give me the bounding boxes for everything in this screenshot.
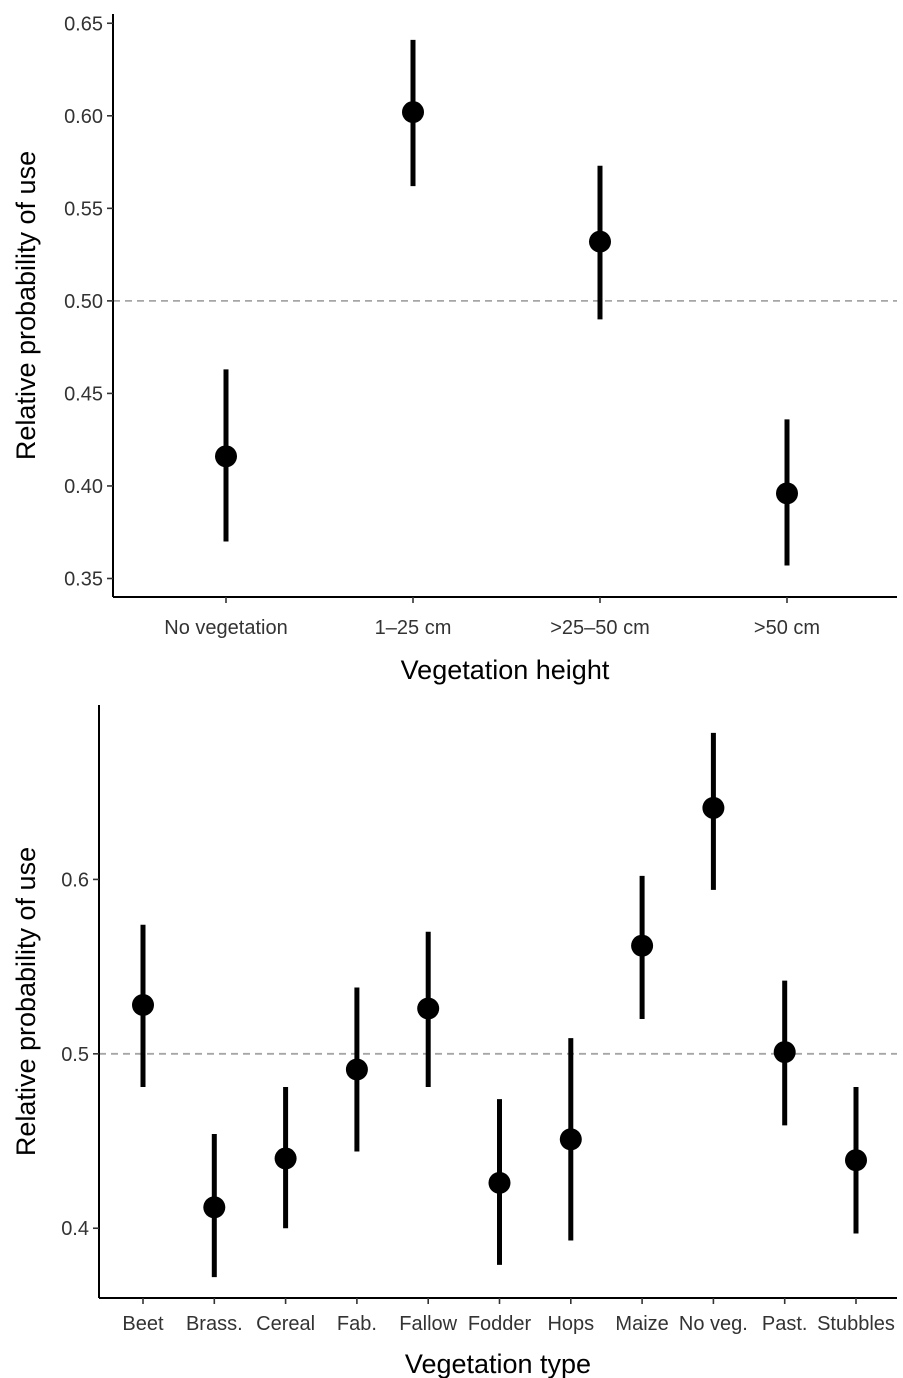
vegetation-type-chart: 0.4 0.5 0.6 Beet Brass. Cereal Fab. Fallow Fodde… <box>11 705 897 1378</box>
height-y-axis-title: Relative probability of use <box>11 151 41 460</box>
height-point <box>215 445 237 468</box>
type-x-tick-label: Past. <box>762 1313 808 1335</box>
type-y-axis-title: Relative probability of use <box>11 847 41 1156</box>
height-x-axis-title: Vegetation height <box>401 655 610 685</box>
height-y-tick-label: 0.65 <box>64 13 103 35</box>
height-x-tick-label: >25–50 cm <box>550 617 650 639</box>
height-y-tick-label: 0.50 <box>64 291 103 313</box>
height-x-tick-label: No vegetation <box>164 617 287 639</box>
type-point <box>203 1196 226 1219</box>
type-y-tick-label: 0.6 <box>61 869 89 891</box>
type-point <box>773 1041 796 1064</box>
type-point <box>132 993 154 1016</box>
height-point <box>776 482 798 505</box>
height-y-tick-label: 0.35 <box>64 568 103 590</box>
vegetation-height-chart: 0.35 0.40 0.45 0.50 0.55 0.60 0.65 No vegetatio… <box>11 13 897 685</box>
type-x-tick-label: Fodder <box>468 1313 532 1335</box>
type-x-tick-label: Fallow <box>399 1313 457 1335</box>
type-point <box>631 934 654 957</box>
height-x-tick-label: 1–25 cm <box>375 617 452 639</box>
type-y-tick-label: 0.5 <box>61 1044 89 1066</box>
height-y-tick-label: 0.40 <box>64 476 103 498</box>
height-y-tick-label: 0.60 <box>64 106 103 128</box>
type-x-tick-label: Hops <box>547 1313 594 1335</box>
height-x-tick-label: >50 cm <box>754 617 820 639</box>
type-x-tick-label: Fab. <box>337 1313 377 1335</box>
type-y-tick-label: 0.4 <box>61 1218 89 1240</box>
height-y-tick-label: 0.45 <box>64 383 103 405</box>
type-x-tick-label: Maize <box>615 1313 668 1335</box>
type-x-tick-label: Beet <box>122 1313 164 1335</box>
height-y-tick-label: 0.55 <box>64 198 103 220</box>
type-x-tick-label: Cereal <box>256 1313 315 1335</box>
height-point <box>402 101 424 124</box>
type-point <box>845 1149 867 1172</box>
type-x-tick-label: Stubbles <box>817 1313 895 1335</box>
type-point <box>345 1058 368 1081</box>
type-point <box>488 1171 511 1194</box>
type-point <box>274 1147 297 1170</box>
type-point <box>417 997 440 1020</box>
type-x-tick-label: No veg. <box>679 1313 748 1335</box>
type-x-tick-label: Brass. <box>186 1313 243 1335</box>
type-x-axis-title: Vegetation type <box>405 1349 591 1378</box>
type-point <box>559 1128 582 1151</box>
height-point <box>589 230 611 253</box>
type-point <box>702 796 725 819</box>
